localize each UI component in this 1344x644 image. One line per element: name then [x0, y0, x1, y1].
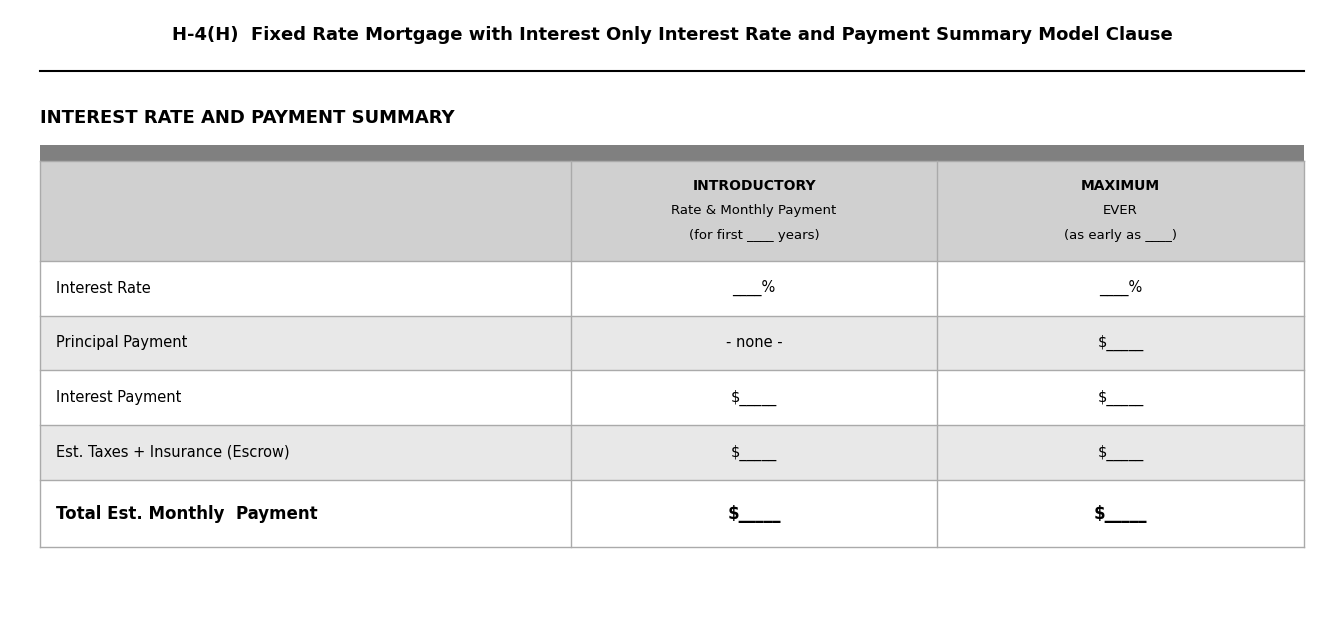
Text: $_____: $_____: [1097, 444, 1144, 460]
Bar: [40, 161, 1304, 261]
Text: Principal Payment: Principal Payment: [56, 336, 188, 350]
Text: ____%: ____%: [1099, 280, 1142, 296]
Text: Interest Payment: Interest Payment: [56, 390, 181, 405]
Text: INTEREST RATE AND PAYMENT SUMMARY: INTEREST RATE AND PAYMENT SUMMARY: [40, 109, 456, 128]
Text: $_____: $_____: [1097, 335, 1144, 351]
Bar: [40, 370, 1304, 425]
Text: - none -: - none -: [726, 336, 782, 350]
Text: $_____: $_____: [1094, 505, 1148, 522]
Bar: [40, 316, 1304, 370]
Bar: [40, 425, 1304, 480]
Text: $_____: $_____: [731, 444, 777, 460]
Text: EVER: EVER: [1103, 204, 1138, 218]
Text: MAXIMUM: MAXIMUM: [1081, 180, 1160, 193]
Text: Est. Taxes + Insurance (Escrow): Est. Taxes + Insurance (Escrow): [56, 445, 290, 460]
Text: $_____: $_____: [731, 390, 777, 406]
Bar: [40, 480, 1304, 547]
Text: ____%: ____%: [732, 280, 775, 296]
Bar: [40, 261, 1304, 316]
Text: (for first ____ years): (for first ____ years): [689, 229, 820, 242]
Bar: [40, 145, 1304, 161]
Text: H-4(H)  Fixed Rate Mortgage with Interest Only Interest Rate and Payment Summary: H-4(H) Fixed Rate Mortgage with Interest…: [172, 26, 1172, 44]
Text: INTRODUCTORY: INTRODUCTORY: [692, 180, 816, 193]
Text: (as early as ____): (as early as ____): [1064, 229, 1177, 242]
Text: $_____: $_____: [727, 505, 781, 522]
Text: Interest Rate: Interest Rate: [56, 281, 151, 296]
Text: $_____: $_____: [1097, 390, 1144, 406]
Text: Rate & Monthly Payment: Rate & Monthly Payment: [672, 204, 837, 218]
Text: Total Est. Monthly  Payment: Total Est. Monthly Payment: [56, 505, 319, 522]
